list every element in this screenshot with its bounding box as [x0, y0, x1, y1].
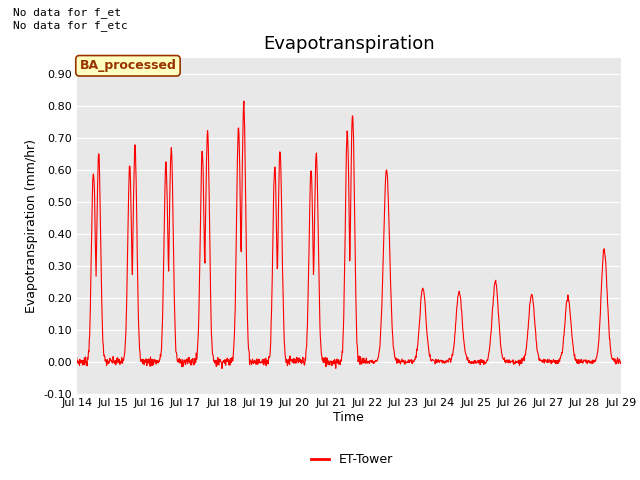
Y-axis label: Evapotranspiration (mm/hr): Evapotranspiration (mm/hr) — [25, 139, 38, 312]
X-axis label: Time: Time — [333, 411, 364, 424]
Text: No data for f_etc: No data for f_etc — [13, 20, 127, 31]
Title: Evapotranspiration: Evapotranspiration — [263, 35, 435, 53]
Legend: ET-Tower: ET-Tower — [305, 448, 399, 471]
Text: No data for f_et: No data for f_et — [13, 7, 121, 18]
Text: BA_processed: BA_processed — [79, 60, 177, 72]
